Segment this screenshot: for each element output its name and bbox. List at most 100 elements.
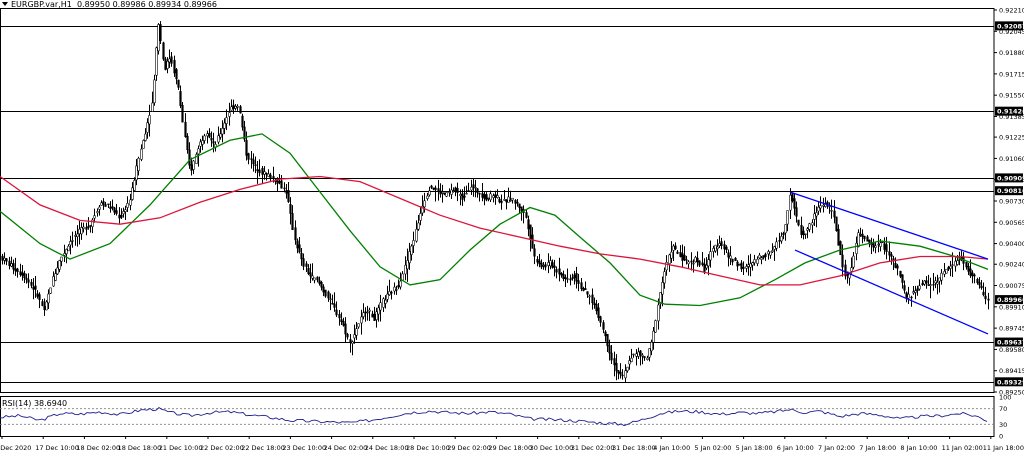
candle-body: [690, 260, 693, 263]
candle-body: [155, 47, 158, 76]
candle-body: [714, 244, 717, 252]
candle-body: [404, 264, 407, 275]
candle-body: [828, 205, 831, 208]
rsi-tick-label: 70: [999, 405, 1007, 413]
price-tick-label: 0.92210: [999, 7, 1024, 15]
candle-body: [470, 186, 473, 191]
candle-body: [419, 213, 422, 221]
price-tick-label: 0.90400: [999, 240, 1024, 248]
candle-body: [386, 293, 389, 300]
time-tick-label: 22 Dec 18:00: [241, 444, 285, 452]
candle-body: [142, 140, 145, 149]
candle-body: [795, 207, 798, 217]
candle-body: [197, 148, 200, 155]
candle-body: [153, 79, 156, 104]
candle-body: [322, 286, 325, 293]
candle-body: [49, 287, 52, 294]
candle-body: [883, 243, 886, 250]
time-tick-label: 24 Dec 02:00: [324, 444, 368, 452]
candle-body: [287, 190, 290, 203]
candle-body: [190, 164, 193, 171]
candle-body: [923, 280, 926, 285]
candle-body: [910, 296, 913, 299]
candle-body: [360, 316, 363, 324]
price-level-box: [995, 377, 1023, 387]
candle-body: [498, 198, 501, 203]
candle-body: [685, 259, 688, 261]
candle-body: [571, 277, 574, 279]
candle-body: [976, 278, 979, 283]
candle-body: [302, 258, 305, 267]
candle-body: [544, 264, 547, 268]
candle-body: [316, 276, 319, 281]
candle-body: [247, 153, 250, 160]
candle-body: [764, 253, 767, 257]
candle-body: [844, 264, 847, 277]
candle-body: [267, 173, 270, 177]
candle-body: [335, 309, 338, 316]
candle-body: [399, 280, 402, 288]
candle-body: [192, 160, 195, 170]
candle-body: [899, 270, 902, 277]
candle-body: [463, 195, 466, 198]
candle-body: [811, 222, 814, 226]
candle-body: [1, 255, 4, 261]
candle-body: [5, 258, 8, 262]
candle-body: [129, 199, 132, 206]
candle-body: [654, 320, 657, 333]
time-tick-label: 21 Dec 10:00: [159, 444, 203, 452]
candle-body: [918, 285, 921, 290]
candle-body: [122, 211, 125, 215]
candle-body: [375, 311, 378, 320]
candle-body: [652, 330, 655, 343]
candle-body: [27, 279, 30, 283]
candle-body: [606, 334, 609, 347]
price-level-label: 0.91426: [997, 108, 1024, 116]
candle-body: [663, 271, 666, 284]
candle-body: [461, 193, 464, 200]
candle-body: [885, 244, 888, 252]
candle-body: [520, 206, 523, 212]
candle-body: [639, 350, 642, 356]
price-tick-label: 0.91715: [999, 70, 1024, 78]
candle-body: [146, 122, 149, 133]
candle-body: [437, 188, 440, 191]
moving-averages: [0, 133, 989, 307]
candle-body: [225, 117, 228, 124]
candle-body: [758, 254, 761, 259]
candle-body: [280, 180, 283, 189]
candle-body: [903, 285, 906, 291]
candle-body: [591, 294, 594, 304]
candle-body: [927, 284, 930, 286]
candle-body: [371, 313, 374, 318]
candle-body: [373, 314, 376, 321]
candle-body: [159, 24, 162, 42]
candle-body: [395, 289, 398, 291]
candle-body: [894, 263, 897, 268]
candle-body: [932, 284, 935, 286]
candle-body: [720, 241, 723, 246]
candle-body: [694, 256, 697, 263]
price-level-box: [995, 173, 1023, 183]
candle-body: [938, 277, 941, 282]
candle-body: [707, 259, 710, 267]
candle-body: [837, 228, 840, 246]
candle-body: [547, 262, 550, 266]
candle-body: [144, 133, 147, 141]
candle-body: [291, 213, 294, 231]
time-tick-label: 17 Dec 10:00: [35, 444, 79, 452]
time-tick-label: 18 Dec 18:00: [118, 444, 162, 452]
dropdown-triangle-icon[interactable]: [2, 2, 8, 6]
candle-body: [859, 234, 862, 236]
candle-body: [285, 190, 288, 194]
candle-body: [896, 265, 899, 269]
candle-body: [63, 253, 66, 256]
candle-body: [657, 304, 660, 322]
rsi-label: RSI(14) 38.6940: [2, 399, 68, 408]
candle-body: [32, 286, 35, 290]
candle-body: [852, 255, 855, 268]
candle-body: [459, 194, 462, 197]
candle-body: [199, 141, 202, 147]
